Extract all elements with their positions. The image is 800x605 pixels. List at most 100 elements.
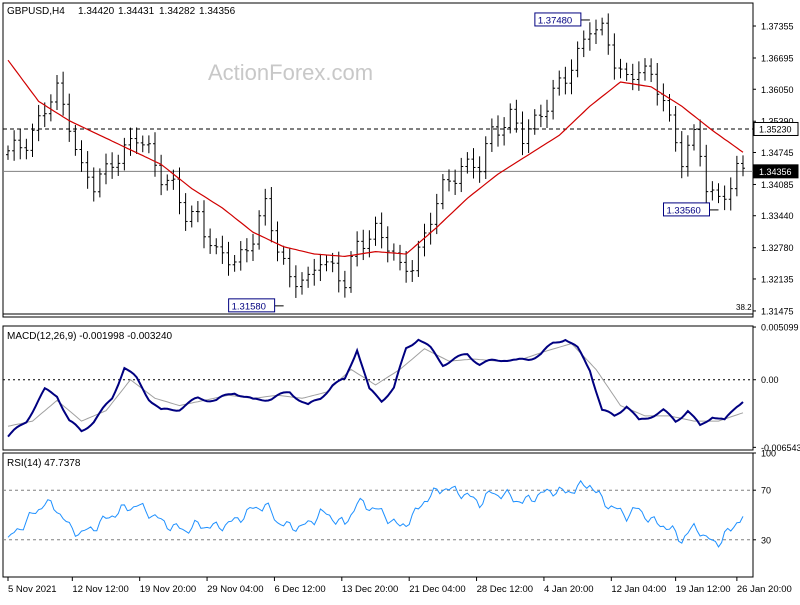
high-value: 1.34431 [118, 6, 155, 17]
candle [594, 19, 598, 45]
candle [741, 155, 745, 177]
candle [447, 169, 451, 192]
rsi-tick-label: 100 [761, 449, 776, 459]
candle [422, 223, 427, 257]
macd-axis: 0.005099 0.00 -0.006543 [3, 323, 800, 453]
candle [685, 135, 690, 177]
candle [275, 221, 280, 262]
candle [97, 168, 102, 198]
candle [502, 117, 507, 146]
annotation-text: 1.37480 [538, 15, 572, 26]
candle [538, 104, 543, 128]
candle [61, 71, 66, 116]
price-annotations: 1.37480 1.33560 1.31580 [228, 12, 719, 313]
candle [220, 235, 225, 264]
price-tick-label: 1.36695 [761, 53, 794, 63]
candle [85, 151, 90, 189]
candle [281, 245, 286, 265]
candle [110, 152, 115, 179]
annotation-text: 1.33560 [667, 205, 701, 216]
candle [6, 145, 10, 160]
current-price-tag: 1.34356 [753, 164, 799, 179]
candle [232, 254, 237, 272]
candle [569, 59, 574, 95]
price-annotation: 1.37480 [534, 12, 590, 27]
rsi-tick-label: 30 [761, 535, 771, 545]
candle [134, 127, 139, 155]
candle [116, 154, 121, 176]
annotation-box [534, 12, 582, 27]
candle [300, 272, 304, 295]
time-tick-label: 21 Dec 04:00 [409, 584, 466, 595]
candle [48, 94, 53, 122]
candles [6, 13, 745, 298]
candle [318, 253, 323, 282]
time-axis: 5 Nov 2021 12 Nov 12:00 19 Nov 20:00 29 Nov… [7, 577, 792, 595]
candle [18, 128, 23, 160]
candle [208, 228, 213, 254]
price-tick-label: 1.33440 [761, 211, 794, 221]
candle [214, 238, 219, 255]
candle [140, 135, 145, 153]
candle [404, 250, 409, 283]
price-tick-label: 1.32135 [761, 274, 794, 284]
symbol-header: GBPUSD,H4 1.34420 1.34431 1.34282 1.3435… [7, 6, 236, 17]
candle [55, 75, 59, 110]
candle [465, 152, 470, 174]
candle [630, 63, 635, 91]
candle [655, 63, 660, 106]
candle [336, 251, 341, 293]
candle [679, 131, 684, 179]
candle [636, 61, 641, 91]
rsi-panel-frame [2, 452, 754, 578]
candle [251, 233, 255, 261]
candle [226, 241, 231, 276]
moving-average [7, 59, 744, 258]
annotation-box [663, 202, 710, 217]
candle [146, 135, 151, 154]
time-tick-label: 26 Jan 20:00 [737, 584, 792, 595]
current-price-tag-box [753, 164, 799, 179]
candle [244, 238, 249, 263]
rsi-lines [7, 479, 744, 548]
fib-label: 38.2 [736, 303, 752, 312]
candle [514, 99, 519, 133]
time-tick-label: 28 Dec 12:00 [477, 584, 534, 595]
time-tick-label: 19 Jan 12:00 [676, 584, 731, 595]
candle [587, 22, 592, 51]
price-levels: 38.2 1.35230 1.34356 [3, 121, 799, 315]
candle [612, 33, 617, 80]
level-price-tag-box [753, 121, 799, 136]
candle [269, 187, 274, 243]
candle [24, 138, 29, 160]
candle [183, 193, 188, 231]
candle [440, 174, 445, 210]
candle [349, 251, 353, 293]
candle [606, 13, 611, 55]
price-tick-label: 1.34085 [761, 180, 794, 190]
price-tick-label: 1.31475 [761, 306, 794, 316]
macd-tick-label: 0.005099 [761, 323, 799, 333]
symbol-label: GBPUSD,H4 [7, 6, 65, 17]
candle [483, 136, 488, 179]
time-tick-label: 29 Nov 04:00 [207, 584, 264, 595]
time-tick-label: 12 Jan 04:00 [611, 584, 666, 595]
candle [12, 130, 17, 161]
candle [67, 93, 72, 142]
rsi-title: RSI(14) 47.7378 [7, 458, 81, 469]
candle [459, 157, 464, 193]
candle [42, 102, 47, 128]
close-value: 1.34356 [199, 6, 236, 17]
candle [293, 265, 298, 298]
candle [159, 154, 164, 196]
time-tick-label: 5 Nov 2021 [8, 584, 57, 595]
candle [36, 104, 41, 142]
candle [477, 156, 482, 183]
candle [385, 226, 390, 263]
candle [722, 185, 727, 211]
candle [189, 205, 194, 228]
candle [728, 177, 733, 211]
candle [355, 231, 360, 267]
candle [489, 118, 494, 152]
candle [545, 99, 549, 129]
